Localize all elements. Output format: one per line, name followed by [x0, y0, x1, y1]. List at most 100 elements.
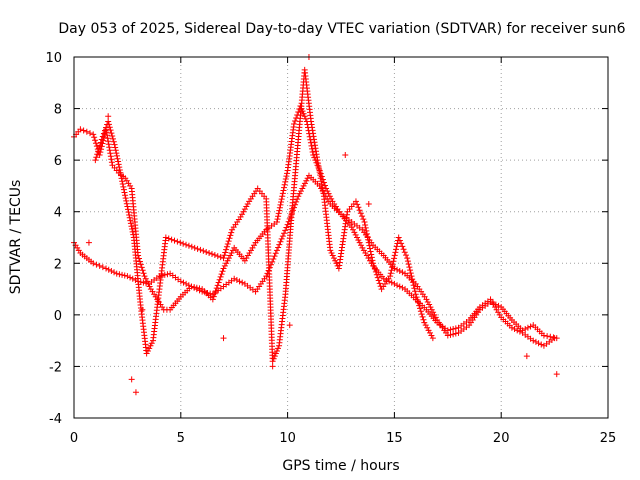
track-b-point: [522, 326, 529, 333]
track-c-point: [121, 189, 128, 196]
track-b-point: [142, 275, 149, 282]
track-a-point: [538, 341, 545, 348]
track-a-point: [355, 237, 362, 244]
track-c-point: [92, 157, 99, 164]
track-b-point: [328, 195, 335, 202]
track-c-point: [165, 235, 172, 242]
track-c-point: [240, 208, 247, 215]
track-a-point: [177, 278, 184, 285]
track-b-point: [105, 141, 112, 148]
x-tick-label: 20: [493, 431, 510, 446]
track-b-point: [274, 216, 281, 223]
track-b-point: [325, 190, 332, 197]
track-c-point: [95, 148, 102, 155]
track-a-point: [394, 282, 401, 289]
y-axis-label: SDTVAR / TECUs: [8, 180, 24, 295]
track-c-point: [418, 311, 425, 318]
track-b-point: [90, 131, 97, 138]
track-c-point: [419, 313, 426, 320]
track-a-point: [275, 244, 282, 251]
track-a-point: [511, 326, 518, 333]
track-b-point: [283, 173, 290, 180]
axis-ticks: [73, 56, 609, 419]
outliers-point: [269, 363, 276, 370]
track-c-point: [124, 206, 131, 213]
track-a-point: [278, 235, 285, 242]
track-b-point: [214, 282, 221, 289]
track-b-point: [553, 335, 560, 342]
track-c-point: [374, 274, 381, 281]
track-c-point: [370, 263, 377, 270]
track-c-point: [117, 172, 124, 179]
track-c-point: [272, 350, 279, 357]
track-a-point: [279, 233, 286, 240]
track-b-point: [428, 306, 435, 313]
track-c-point: [361, 219, 368, 226]
track-c-point: [269, 358, 276, 365]
track-c-point: [118, 175, 125, 182]
track-c-point: [98, 136, 105, 143]
track-c-point: [197, 246, 204, 253]
outliers-point: [523, 353, 530, 360]
track-c-point: [93, 154, 100, 161]
track-b-point: [300, 110, 307, 117]
track-c-point: [127, 217, 134, 224]
track-c-point: [270, 355, 277, 362]
track-c-point: [330, 255, 337, 262]
x-tick-label: 0: [70, 431, 78, 446]
track-b-point: [211, 290, 218, 297]
track-a-point: [530, 337, 537, 344]
track-c-point: [129, 226, 136, 233]
track-b-point: [326, 193, 333, 200]
track-c-point: [122, 192, 129, 199]
track-a-point: [350, 226, 357, 233]
track-c-point: [109, 135, 116, 142]
track-a-point: [272, 250, 279, 257]
track-c-point: [332, 257, 339, 264]
track-c-point: [370, 260, 377, 267]
outliers-point: [220, 335, 227, 342]
track-c-point: [127, 220, 134, 227]
track-b-point: [273, 219, 280, 226]
track-a-point: [113, 270, 120, 277]
plot-frame: [73, 56, 609, 419]
track-b-point: [212, 287, 219, 294]
track-b-point: [301, 113, 308, 120]
track-c-point: [319, 184, 326, 191]
track-c-point: [366, 245, 373, 252]
track-b-point: [140, 270, 147, 277]
track-a-point: [296, 190, 303, 197]
x-tick-labels: 0 5 10 15 20 25: [70, 431, 616, 446]
track-c-point: [404, 255, 411, 262]
track-a-point: [295, 193, 302, 200]
track-c-point: [409, 276, 416, 283]
track-c-point: [188, 243, 195, 250]
track-c-point: [273, 347, 280, 354]
track-c-point: [319, 187, 326, 194]
track-a-point: [388, 279, 395, 286]
data-points: [71, 54, 560, 396]
track-b-point: [308, 142, 315, 149]
track-c-point: [217, 254, 224, 261]
track-a-point: [399, 284, 406, 291]
track-b-point: [106, 147, 113, 154]
track-b-point: [106, 144, 113, 151]
track-b-point: [191, 284, 198, 291]
track-a-point: [119, 271, 126, 278]
track-c-point: [413, 294, 420, 301]
track-b-point: [216, 276, 223, 283]
track-a-point: [535, 340, 542, 347]
track-b-point: [215, 279, 222, 286]
track-c-point: [406, 264, 413, 271]
track-a-point: [352, 231, 359, 238]
track-c-point: [392, 249, 399, 256]
track-c-point: [214, 253, 221, 260]
track-a-point: [447, 326, 454, 333]
track-b-point: [519, 327, 526, 334]
track-a-point: [351, 229, 358, 236]
track-a-point: [514, 327, 521, 334]
track-c-point: [244, 200, 251, 207]
track-a-point: [299, 185, 306, 192]
track-b-point: [309, 148, 316, 155]
track-a-point: [396, 283, 403, 290]
